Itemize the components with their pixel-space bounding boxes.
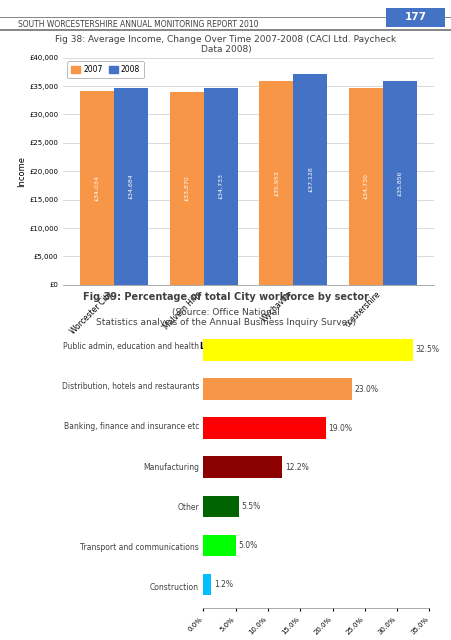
Bar — [114, 88, 148, 285]
Legend: 2007, 2008: 2007, 2008 — [67, 61, 143, 78]
Bar — [203, 88, 237, 285]
Text: Distribution, hotels and restaurants: Distribution, hotels and restaurants — [61, 382, 198, 391]
Text: £34,034: £34,034 — [94, 175, 99, 201]
Bar — [203, 417, 325, 439]
Text: 5.0%: 5.0% — [238, 541, 257, 550]
Text: £34,684: £34,684 — [129, 173, 133, 199]
Text: £37,128: £37,128 — [307, 166, 312, 192]
Text: £35,953: £35,953 — [273, 170, 278, 196]
Bar — [203, 495, 239, 517]
Text: £33,870: £33,870 — [184, 176, 189, 202]
Bar — [382, 81, 416, 285]
Text: Other: Other — [177, 503, 198, 512]
Bar — [203, 378, 351, 400]
Text: (Source: Office National: (Source: Office National — [172, 308, 279, 317]
Bar — [293, 74, 327, 285]
Text: 12.2%: 12.2% — [284, 463, 308, 472]
Bar — [348, 88, 382, 285]
X-axis label: Local Authority Area: Local Authority Area — [199, 342, 297, 351]
Text: Banking, finance and insurance etc: Banking, finance and insurance etc — [63, 422, 198, 431]
Text: 5.5%: 5.5% — [241, 502, 260, 511]
Text: 23.0%: 23.0% — [354, 385, 377, 394]
Bar — [203, 339, 412, 361]
Y-axis label: Income: Income — [18, 156, 27, 187]
Text: 177: 177 — [404, 12, 426, 22]
Text: £34,730: £34,730 — [363, 173, 368, 199]
Text: 1.2%: 1.2% — [213, 580, 232, 589]
Bar — [203, 534, 235, 556]
Text: £34,733: £34,733 — [218, 173, 223, 199]
Text: Fig 39: Percentage of total City workforce by sector: Fig 39: Percentage of total City workfor… — [83, 292, 368, 303]
Bar — [170, 92, 203, 285]
Text: Public admin, education and health: Public admin, education and health — [63, 342, 198, 351]
Bar — [80, 92, 114, 285]
Text: Transport and communications: Transport and communications — [80, 543, 198, 552]
Text: £35,856: £35,856 — [397, 170, 402, 196]
Text: 32.5%: 32.5% — [415, 346, 439, 355]
Text: 19.0%: 19.0% — [328, 424, 352, 433]
Text: Statistics analysis of the Annual Business Inquiry Survey): Statistics analysis of the Annual Busine… — [96, 318, 355, 327]
Bar — [259, 81, 293, 285]
Text: SOUTH WORCESTERSHIRE ANNUAL MONITORING REPORT 2010: SOUTH WORCESTERSHIRE ANNUAL MONITORING R… — [18, 20, 258, 29]
Bar — [203, 573, 211, 595]
Text: Manufacturing: Manufacturing — [143, 463, 198, 472]
Text: Fig 38: Average Income, Change Over Time 2007-2008 (CACI Ltd. Paycheck: Fig 38: Average Income, Change Over Time… — [55, 35, 396, 44]
Bar — [203, 456, 281, 478]
Text: Construction: Construction — [150, 584, 198, 593]
Text: Data 2008): Data 2008) — [200, 45, 251, 54]
